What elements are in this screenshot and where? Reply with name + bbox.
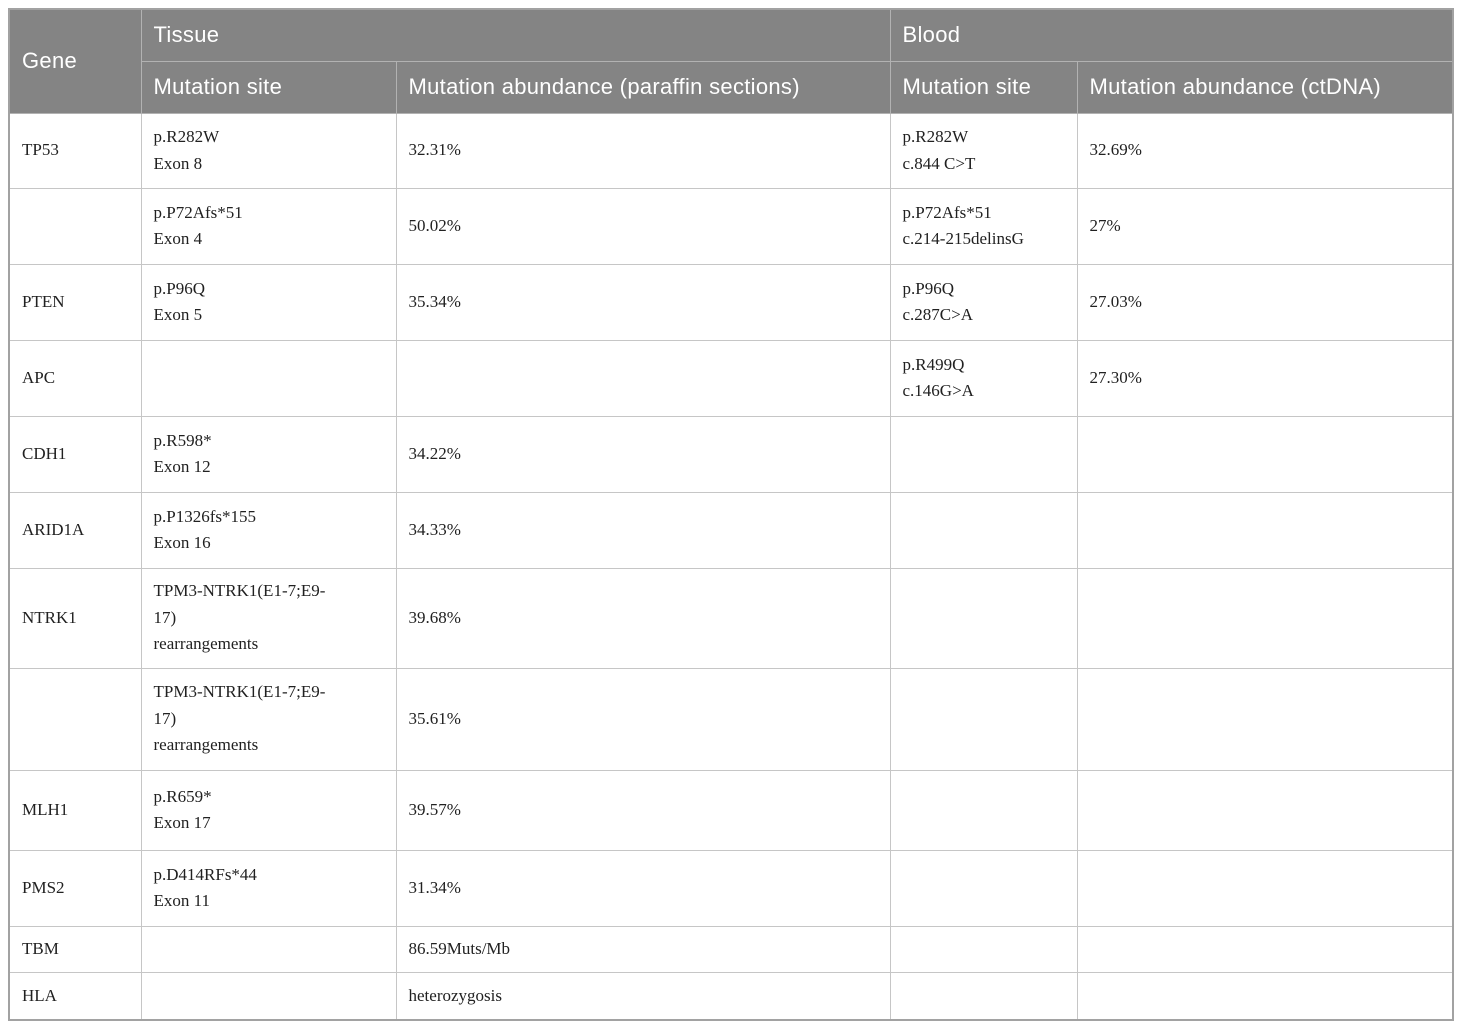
gene-cell: TBM bbox=[8, 925, 142, 973]
blood-abundance-cell bbox=[1076, 769, 1454, 851]
gene-cell bbox=[8, 667, 142, 771]
tissue-site-cell: p.D414RFs*44 Exon 11 bbox=[140, 849, 397, 927]
gene-cell bbox=[8, 187, 142, 265]
table-row: NTRK1 TPM3-NTRK1(E1-7;E9- 17) rearrangem… bbox=[8, 567, 1454, 669]
gene-cell: PTEN bbox=[8, 263, 142, 341]
tissue-abundance-cell: 31.34% bbox=[395, 849, 891, 927]
header-tissue-abundance: Mutation abundance (paraffin sections) bbox=[395, 60, 891, 114]
tissue-abundance-cell: 39.57% bbox=[395, 769, 891, 851]
tissue-site-cell: p.R282W Exon 8 bbox=[140, 112, 397, 189]
table-row: ARID1A p.P1326fs*155 Exon 16 34.33% bbox=[8, 491, 1454, 569]
blood-site-cell: p.P72Afs*51 c.214-215delinsG bbox=[889, 187, 1078, 265]
tissue-site-cell: p.R659* Exon 17 bbox=[140, 769, 397, 851]
table-row: TP53 p.R282W Exon 8 32.31% p.R282W c.844… bbox=[8, 112, 1454, 189]
blood-site-cell bbox=[889, 971, 1078, 1021]
blood-abundance-cell bbox=[1076, 971, 1454, 1021]
tissue-abundance-cell: 39.68% bbox=[395, 567, 891, 669]
tissue-site-cell: p.P1326fs*155 Exon 16 bbox=[140, 491, 397, 569]
tissue-site-cell: TPM3-NTRK1(E1-7;E9- 17) rearrangements bbox=[140, 667, 397, 771]
gene-cell: TP53 bbox=[8, 112, 142, 189]
header-blood-abundance: Mutation abundance (ctDNA) bbox=[1076, 60, 1454, 114]
blood-abundance-cell: 27.03% bbox=[1076, 263, 1454, 341]
tissue-abundance-cell: 32.31% bbox=[395, 112, 891, 189]
table-row: APC p.R499Q c.146G>A 27.30% bbox=[8, 339, 1454, 417]
gene-cell: MLH1 bbox=[8, 769, 142, 851]
blood-site-cell bbox=[889, 769, 1078, 851]
table-row: CDH1 p.R598* Exon 12 34.22% bbox=[8, 415, 1454, 493]
tissue-site-cell bbox=[140, 339, 397, 417]
tissue-abundance-cell: 35.34% bbox=[395, 263, 891, 341]
tissue-site-cell: p.P72Afs*51 Exon 4 bbox=[140, 187, 397, 265]
tissue-abundance-cell bbox=[395, 339, 891, 417]
table-row: TBM 86.59Muts/Mb bbox=[8, 925, 1454, 973]
blood-site-cell bbox=[889, 491, 1078, 569]
header-tissue-group: Tissue bbox=[140, 8, 891, 62]
blood-site-cell bbox=[889, 567, 1078, 669]
tissue-abundance-cell: 86.59Muts/Mb bbox=[395, 925, 891, 973]
blood-abundance-cell bbox=[1076, 415, 1454, 493]
blood-site-cell bbox=[889, 667, 1078, 771]
tissue-abundance-cell: 34.22% bbox=[395, 415, 891, 493]
table-row: HLA heterozygosis bbox=[8, 971, 1454, 1021]
tissue-site-cell bbox=[140, 925, 397, 973]
header-gene: Gene bbox=[8, 8, 142, 114]
gene-cell: HLA bbox=[8, 971, 142, 1021]
tissue-site-cell: TPM3-NTRK1(E1-7;E9- 17) rearrangements bbox=[140, 567, 397, 669]
blood-site-cell bbox=[889, 925, 1078, 973]
blood-abundance-cell: 27.30% bbox=[1076, 339, 1454, 417]
table-row: MLH1 p.R659* Exon 17 39.57% bbox=[8, 769, 1454, 851]
blood-site-cell bbox=[889, 415, 1078, 493]
gene-cell: ARID1A bbox=[8, 491, 142, 569]
header-blood-mutation-site: Mutation site bbox=[889, 60, 1078, 114]
tissue-abundance-cell: 50.02% bbox=[395, 187, 891, 265]
mutation-table: Gene Tissue Blood Mutation site Mutation… bbox=[8, 8, 1454, 1021]
blood-abundance-cell: 32.69% bbox=[1076, 112, 1454, 189]
header-tissue-mutation-site: Mutation site bbox=[140, 60, 397, 114]
table-row: PTEN p.P96Q Exon 5 35.34% p.P96Q c.287C>… bbox=[8, 263, 1454, 341]
tissue-abundance-cell: 35.61% bbox=[395, 667, 891, 771]
blood-site-cell bbox=[889, 849, 1078, 927]
blood-abundance-cell: 27% bbox=[1076, 187, 1454, 265]
blood-abundance-cell bbox=[1076, 849, 1454, 927]
blood-abundance-cell bbox=[1076, 925, 1454, 973]
tissue-site-cell: p.P96Q Exon 5 bbox=[140, 263, 397, 341]
table-row: TPM3-NTRK1(E1-7;E9- 17) rearrangements 3… bbox=[8, 667, 1454, 771]
table-row: PMS2 p.D414RFs*44 Exon 11 31.34% bbox=[8, 849, 1454, 927]
gene-cell: PMS2 bbox=[8, 849, 142, 927]
blood-abundance-cell bbox=[1076, 491, 1454, 569]
tissue-abundance-cell: heterozygosis bbox=[395, 971, 891, 1021]
gene-cell: APC bbox=[8, 339, 142, 417]
blood-site-cell: p.R499Q c.146G>A bbox=[889, 339, 1078, 417]
table-row: p.P72Afs*51 Exon 4 50.02% p.P72Afs*51 c.… bbox=[8, 187, 1454, 265]
tissue-site-cell bbox=[140, 971, 397, 1021]
tissue-site-cell: p.R598* Exon 12 bbox=[140, 415, 397, 493]
blood-site-cell: p.R282W c.844 C>T bbox=[889, 112, 1078, 189]
header-blood-group: Blood bbox=[889, 8, 1454, 62]
blood-abundance-cell bbox=[1076, 667, 1454, 771]
gene-cell: CDH1 bbox=[8, 415, 142, 493]
tissue-abundance-cell: 34.33% bbox=[395, 491, 891, 569]
blood-site-cell: p.P96Q c.287C>A bbox=[889, 263, 1078, 341]
gene-cell: NTRK1 bbox=[8, 567, 142, 669]
blood-abundance-cell bbox=[1076, 567, 1454, 669]
